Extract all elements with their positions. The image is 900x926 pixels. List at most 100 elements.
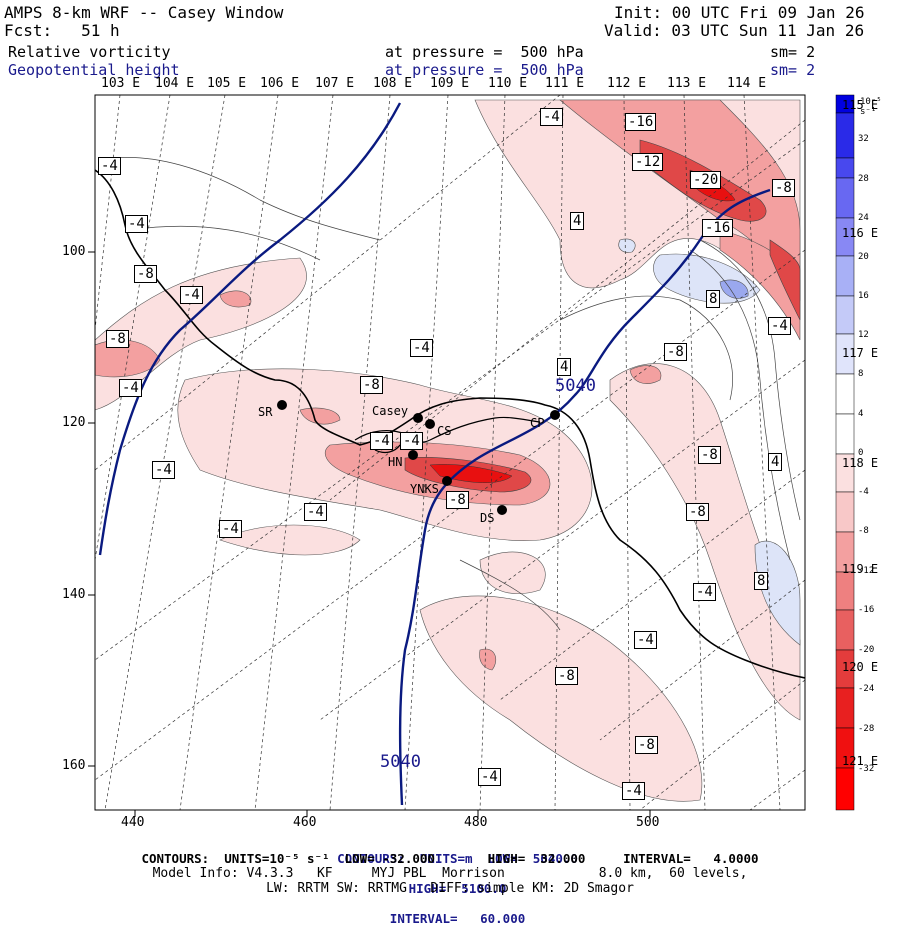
colorbar [835,94,855,811]
colorbar-label: 28 [858,174,869,184]
contour-label: -12 [632,153,664,171]
contour-label: -8 [772,179,795,197]
lon-label-106: 106 E [260,76,300,91]
lon-label-117: 117 E [842,346,879,360]
vorticity-map [88,94,855,817]
colorbar-label: -28 [858,724,875,734]
y-tick-160: 160 [62,758,86,773]
x-tick-500: 500 [636,815,660,830]
lon-label-105: 105 E [207,76,247,91]
contour-label: 4 [768,453,783,471]
init-time: Init: 00 UTC Fri 09 Jan 26 [614,3,865,22]
lon-label-119: 119 E [842,562,879,576]
footer-height-high: HIGH= 5100.0 [408,881,507,896]
colorbar-label: -24 [858,684,875,694]
colorbar-label: -12 [858,566,875,576]
field1-level: at pressure = 500 hPa [385,43,584,61]
contour-label: -8 [698,446,721,464]
contour-label: 8 [754,572,769,590]
contour-label: -4 [119,379,142,397]
colorbar-label: 24 [858,213,869,223]
contour-label: -4 [693,583,716,601]
contour-label: -4 [98,157,121,175]
lon-label-111: 111 E [545,76,585,91]
footer-height-low: CONTOURS: UNITS=m LOW= 5040.0 [337,851,578,866]
field2-name: Geopotential height [8,61,180,79]
contour-label: -4 [410,339,433,357]
height-label: 5040 [380,752,421,772]
contour-label: -8 [446,491,469,509]
height-label: 5040 [555,376,596,396]
colorbar-label: -20 [858,645,875,655]
contour-label: 8 [706,290,721,308]
lon-label-113: 113 E [667,76,707,91]
station-label-cs: CS [437,424,452,438]
colorbar-label: 0 [858,448,864,458]
valid-time: Valid: 03 UTC Sun 11 Jan 26 [604,21,865,40]
contour-label: -16 [702,219,734,237]
station-label-ynks: YNKS [410,482,439,496]
contour-label: -20 [690,171,722,189]
lon-label-116: 116 E [842,226,879,240]
contour-label: -8 [555,667,578,685]
station-label-sr: SR [258,405,273,419]
lon-label-107: 107 E [315,76,355,91]
footer-vorticity-contours: CONTOURS: UNITS=10⁻⁵ s⁻¹ LOW= -32.000 HI… [141,851,759,866]
field1-name: Relative vorticity [8,43,171,61]
map-title: AMPS 8-km WRF -- Casey Window [4,3,284,22]
contour-label: -4 [152,461,175,479]
lon-label-109: 109 E [430,76,470,91]
colorbar-label: 12 [858,330,869,340]
station-label-hn: HN [388,455,403,469]
footer-height-interval: INTERVAL= 60.000 [389,911,526,926]
x-tick-440: 440 [121,815,145,830]
lon-label-110: 110 E [488,76,528,91]
colorbar-label: -4 [858,487,869,497]
contour-label: -4 [400,432,423,450]
lon-label-121: 121 E [842,754,879,768]
lon-label-114: 114 E [727,76,767,91]
colorbar-label: 16 [858,291,869,301]
footer-model-info: Model Info: V4.3.3 KF MYJ PBL Morrison 8… [152,866,748,881]
station-label-ds: DS [480,511,495,525]
colorbar-label: 20 [858,252,869,262]
field1-smoothing: sm= 2 [770,43,816,61]
contour-label: -8 [664,343,687,361]
contour-label: 4 [570,212,585,230]
station-label-cp: CP [530,416,545,430]
x-tick-460: 460 [293,815,317,830]
y-tick-140: 140 [62,587,86,602]
contour-label: -4 [125,215,148,233]
colorbar-label: -8 [858,526,869,536]
height-contours [98,102,771,806]
colorbar-label: 4 [858,409,864,419]
station-markers [277,400,560,515]
colorbar-label: -32 [858,764,875,774]
contour-label: -4 [370,432,393,450]
contour-label: -4 [622,782,645,800]
contour-label: -4 [768,317,791,335]
contour-label: -4 [540,108,563,126]
colorbar-label: 32 [858,134,869,144]
lon-label-115: 115 E [842,98,879,112]
contour-label: -8 [134,265,157,283]
contour-label: -4 [634,631,657,649]
contour-label: -8 [686,503,709,521]
forecast-hour: Fcst: 51 h [4,21,120,40]
station-label-casey: Casey [372,404,409,418]
footer-physics: LW: RRTM SW: RRTMG DIFF: simple KM: 2D S… [266,881,634,896]
contour-label: -4 [180,286,203,304]
field2-level: at pressure = 500 hPa [385,61,584,79]
contour-label: 4 [557,358,572,376]
lon-label-108: 108 E [373,76,413,91]
x-tick-480: 480 [464,815,488,830]
colorbar-label: -16 [858,605,875,615]
lon-label-103: 103 E [101,76,141,91]
field2-smoothing: sm= 2 [770,61,816,79]
contour-label: -16 [625,113,657,131]
lon-label-112: 112 E [607,76,647,91]
contour-label: -8 [360,376,383,394]
lon-label-118: 118 E [842,456,879,470]
y-tick-120: 120 [62,415,86,430]
contour-label: -8 [106,330,129,348]
